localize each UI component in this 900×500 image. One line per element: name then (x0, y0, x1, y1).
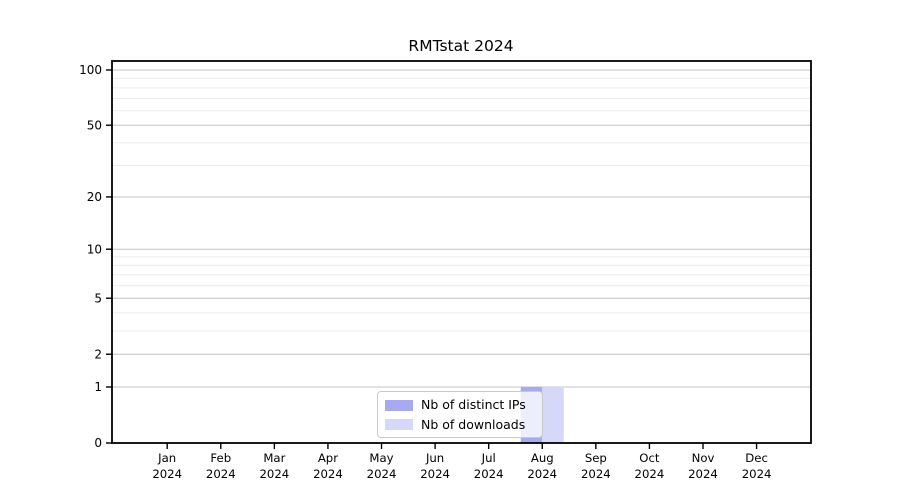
y-tick-label: 1 (94, 380, 102, 394)
legend-label-downloads: Nb of downloads (421, 416, 526, 432)
legend-row-downloads: Nb of downloads (385, 416, 536, 432)
legend-row-distinct-ips: Nb of distinct IPs (385, 397, 536, 412)
x-tick-label: Apr 2024 (313, 451, 343, 481)
y-tick-label: 2 (94, 347, 102, 361)
x-tick-label: Oct 2024 (635, 451, 665, 481)
bar-downloads-aug (542, 386, 564, 443)
gridlines-layer (112, 69, 811, 388)
chart-title: RMTstat 2024 (408, 37, 513, 55)
legend-label-distinct-ips: Nb of distinct IPs (421, 397, 526, 412)
plot-border (111, 60, 812, 444)
x-tick-label: May 2024 (367, 451, 397, 481)
legend: Nb of distinct IPs Nb of downloads (377, 391, 543, 438)
x-tick-label: Sep 2024 (581, 451, 611, 481)
x-tick-label: Jul 2024 (474, 451, 504, 481)
y-tick-label: 0 (94, 436, 102, 450)
x-tick-label: Mar 2024 (259, 451, 289, 481)
y-tick-label: 20 (87, 190, 102, 204)
tick-labels-layer: 0 1 2 5 10 20 50 100 Jan 2024 Feb 2024 Mar 2024 Apr 202… (79, 63, 771, 481)
y-tick-label: 10 (87, 242, 102, 256)
y-tick-label: 100 (79, 63, 102, 77)
x-tick-label: Jun 2024 (420, 451, 450, 481)
axes-layer (106, 60, 812, 449)
x-tick-label: Dec 2024 (742, 451, 772, 481)
y-tick-label: 5 (94, 291, 102, 305)
x-tick-label: Nov 2024 (688, 451, 718, 481)
x-tick-label: Jan 2024 (152, 451, 182, 481)
x-tick-label: Feb 2024 (206, 451, 236, 481)
legend-swatch-distinct-ips (385, 399, 413, 411)
x-tick-label: Aug 2024 (527, 451, 557, 481)
y-tick-label: 50 (87, 118, 102, 132)
legend-swatch-downloads (385, 419, 413, 431)
